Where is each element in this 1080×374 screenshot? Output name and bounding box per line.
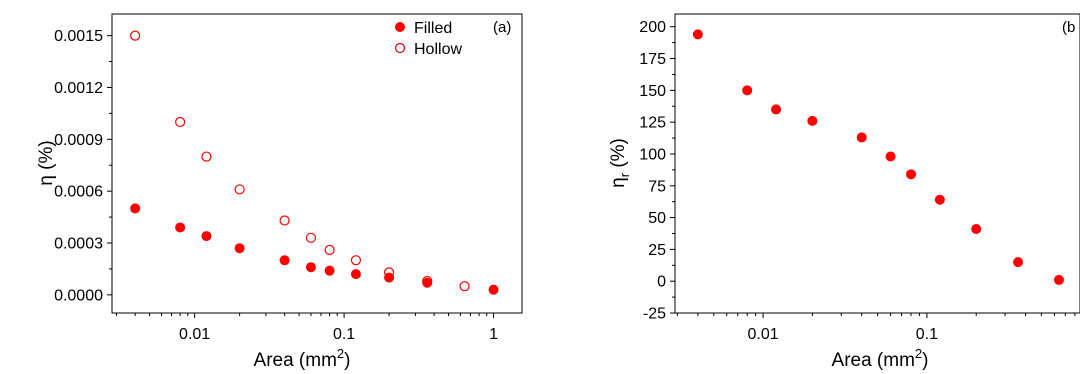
panel-a-label: (a)	[493, 19, 511, 36]
panel-b-y-axis-title: ηr (%)	[608, 138, 632, 188]
panel-b-filled-point	[807, 115, 818, 126]
panel-a-filled-point	[234, 243, 245, 254]
panel-a-y-tick-label: 0.0015	[54, 28, 103, 45]
panel-b-filled-point	[1013, 257, 1024, 268]
panel-b: -25 0 25 50 75 100 125 150 175 200 0.01 0.1 (b Area…	[608, 13, 1080, 371]
panel-a-filled-point	[279, 255, 290, 266]
panel-a-filled-point	[384, 272, 395, 283]
panel-b-y-tick-label: 175	[639, 51, 666, 68]
legend-filled-label: Filled	[414, 20, 452, 37]
panel-b-y-tick-label: -25	[643, 306, 666, 323]
panel-a-y-tick-label: 0.0000	[54, 287, 103, 304]
panel-a-marks	[130, 30, 499, 295]
panel-a-hollow-point	[459, 281, 470, 292]
panel-a-hollow-point	[422, 275, 433, 287]
panel-b-label: (b	[1062, 19, 1075, 36]
panel-b-x-tick-label: 0.01	[748, 326, 779, 343]
panel-b-y-tick-label: 100	[639, 146, 666, 163]
panel-a-filled-point	[305, 262, 316, 273]
legend-filled-marker	[395, 22, 405, 32]
panel-a-x-tick-label: 0.1	[333, 326, 355, 343]
panel-a-filled-point	[324, 265, 335, 276]
panel-a-hollow-point	[305, 232, 317, 243]
panel-a-filled-point	[350, 269, 361, 280]
panel-a-filled-point	[488, 284, 499, 295]
panel-a-hollow-point	[234, 184, 245, 195]
panel-a-x-tick-label: 0.01	[179, 326, 210, 343]
panel-a-axes	[111, 13, 523, 314]
panel-a-hollow-point	[324, 244, 335, 256]
panel-a-y-tick-label: 0.0003	[54, 236, 103, 253]
panel-a-ticks: 0.0000 0.0003 0.0006 0.0009 0.0012 0.0015 0.01…	[54, 28, 498, 343]
panel-b-plot-frame	[674, 13, 1080, 314]
panel-a-hollow-point	[383, 267, 395, 278]
panel-b-filled-point	[856, 132, 867, 143]
panel-a: 0.0000 0.0003 0.0006 0.0009 0.0012 0.0015 0.01…	[36, 13, 523, 371]
panel-b-axes	[674, 13, 1080, 314]
panel-a-filled-point	[130, 203, 141, 214]
legend-hollow-marker	[394, 42, 406, 54]
panel-a-legend: Filled Hollow	[394, 20, 462, 58]
panel-b-filled-point	[885, 151, 896, 162]
panel-a-x-tick-label: 1	[489, 326, 498, 343]
panel-b-filled-point	[1053, 274, 1064, 285]
panel-b-y-tick-label: 125	[639, 115, 666, 132]
panel-a-y-tick-label: 0.0012	[54, 80, 103, 97]
legend-hollow-label: Hollow	[414, 41, 462, 58]
panel-b-x-axis-title: Area (mm2)	[832, 346, 929, 371]
panel-b-filled-point	[771, 104, 782, 115]
panel-b-y-tick-label: 50	[648, 210, 666, 227]
panel-b-filled-point	[971, 224, 982, 235]
panel-a-filled-point	[175, 222, 186, 233]
panel-b-filled-point	[906, 169, 917, 180]
panel-a-y-tick-label: 0.0006	[54, 184, 103, 201]
panel-b-filled-point	[934, 194, 945, 205]
panel-a-plot-frame	[111, 13, 523, 314]
panel-a-x-axis-title: Area (mm2)	[254, 346, 351, 371]
panel-b-y-tick-label: 75	[648, 178, 666, 195]
panel-a-y-tick-label: 0.0009	[54, 132, 103, 149]
panel-b-filled-point	[692, 29, 703, 40]
panel-b-filled-point	[742, 85, 753, 96]
panel-b-marks	[692, 29, 1064, 285]
panel-b-x-tick-label: 0.1	[916, 326, 938, 343]
panel-b-y-tick-label: 0	[657, 274, 666, 291]
panel-a-hollow-point	[130, 30, 141, 41]
panel-b-ticks: -25 0 25 50 75 100 125 150 175 200 0.01 0.1	[639, 19, 1076, 343]
panel-a-y-axis-title: η (%)	[36, 140, 57, 185]
panel-a-hollow-point	[279, 215, 290, 226]
panel-b-y-tick-label: 150	[639, 83, 666, 100]
panel-a-hollow-point	[201, 151, 212, 162]
panel-b-y-tick-label: 25	[648, 242, 666, 259]
panel-a-hollow-point	[350, 255, 362, 266]
panel-a-filled-point	[201, 231, 212, 242]
panel-b-y-tick-label: 200	[639, 19, 666, 36]
panel-a-hollow-point	[175, 116, 186, 128]
